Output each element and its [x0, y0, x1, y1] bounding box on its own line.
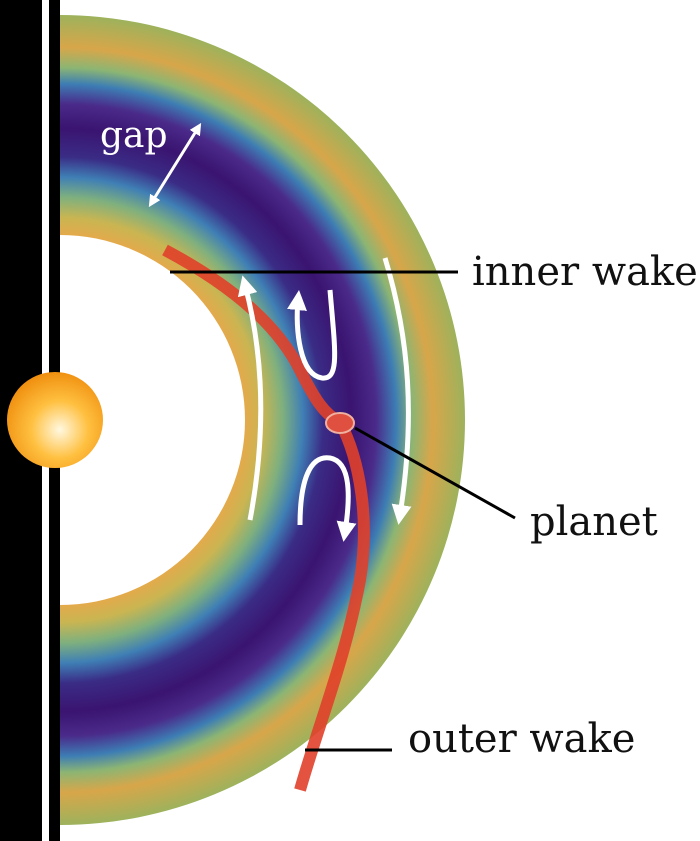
gap-label: gap: [100, 115, 168, 156]
planet-label: planet: [530, 499, 658, 545]
star: [7, 372, 103, 468]
disk-diagram: gap inner wake planet outer wake: [0, 0, 700, 841]
inner-wake-label: inner wake: [472, 249, 698, 295]
page: gap inner wake planet outer wake (() => …: [0, 0, 700, 841]
outer-wake-label: outer wake: [408, 716, 635, 762]
planet: [326, 413, 354, 433]
